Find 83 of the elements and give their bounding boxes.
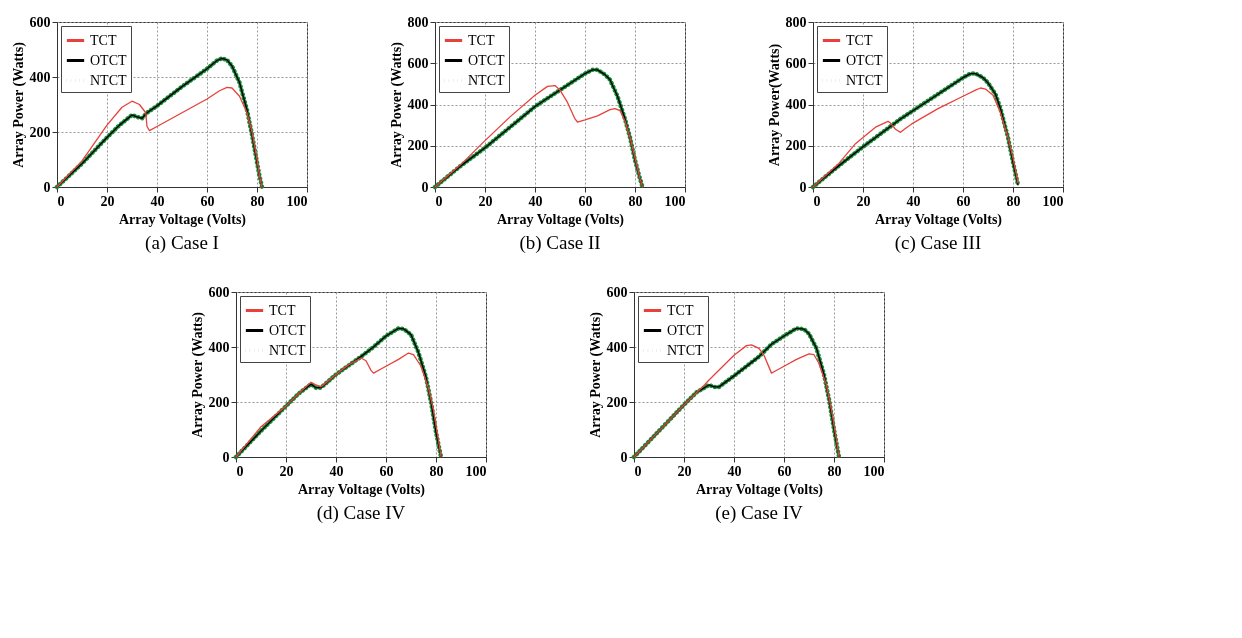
x-tick-label: 0 — [634, 463, 642, 479]
x-tick-label: 40 — [528, 193, 543, 209]
legend-label: OTCT — [846, 52, 883, 68]
x-tick-label: 0 — [236, 463, 244, 479]
x-tick-label: 60 — [777, 463, 792, 479]
legend-label: NTCT — [667, 342, 704, 358]
legend-label: OTCT — [90, 52, 127, 68]
y-tick-label: 600 — [785, 55, 807, 71]
y-tick-label: 0 — [421, 179, 429, 195]
x-tick-label: 0 — [435, 193, 443, 209]
x-tick-label: 100 — [286, 193, 308, 209]
x-tick-label: 0 — [813, 193, 821, 209]
legend-label: TCT — [90, 32, 117, 48]
y-tick-label: 600 — [407, 55, 429, 71]
legend-label: TCT — [269, 302, 296, 318]
y-tick-label: 400 — [208, 339, 230, 355]
y-tick-label: 800 — [785, 14, 807, 30]
x-tick-label: 20 — [677, 463, 692, 479]
x-axis-title: Array Voltage (Volts) — [118, 211, 247, 228]
x-axis-title: Array Voltage (Volts) — [297, 481, 426, 498]
x-tick-label: 0 — [57, 193, 65, 209]
legend-label: OTCT — [468, 52, 505, 68]
y-tick-label: 200 — [606, 394, 628, 410]
x-tick-label: 80 — [250, 193, 265, 209]
x-axis-title: Array Voltage (Volts) — [496, 211, 625, 228]
text: (e) Case IV — [715, 502, 804, 524]
legend-label: OTCT — [667, 322, 704, 338]
x-tick-label: 100 — [664, 193, 686, 209]
x-tick-label: 100 — [1042, 193, 1064, 209]
y-axis-title: Array Power (Watts) — [587, 311, 604, 438]
y-tick-label: 600 — [208, 284, 230, 300]
y-tick-label: 0 — [222, 449, 230, 465]
x-axis-title: Array Voltage (Volts) — [695, 481, 824, 498]
y-tick-label: 800 — [407, 14, 429, 30]
x-tick-label: 80 — [429, 463, 444, 479]
x-tick-label: 40 — [150, 193, 165, 209]
y-tick-label: 600 — [29, 14, 51, 30]
y-tick-label: 400 — [785, 97, 807, 112]
x-tick-label: 20 — [478, 193, 493, 209]
y-tick-label: 0 — [620, 449, 628, 465]
y-tick-label: 400 — [29, 69, 51, 85]
x-tick-label: 40 — [329, 463, 344, 479]
y-tick-label: 600 — [606, 284, 628, 300]
x-tick-label: 40 — [727, 463, 742, 479]
y-tick-label: 400 — [407, 97, 429, 112]
x-tick-label: 80 — [628, 193, 643, 209]
text: (b) Case II — [519, 232, 601, 254]
legend-label: TCT — [846, 32, 873, 48]
x-tick-label: 60 — [956, 193, 971, 209]
y-axis-title: Array Power(Watts) — [766, 43, 783, 167]
legend-label: NTCT — [846, 72, 883, 88]
y-tick-label: 400 — [606, 339, 628, 355]
y-tick-label: 0 — [799, 179, 807, 195]
y-tick-label: 200 — [407, 138, 429, 154]
y-tick-label: 200 — [29, 124, 51, 140]
y-tick-label: 200 — [208, 394, 230, 410]
x-tick-label: 60 — [578, 193, 593, 209]
x-tick-label: 20 — [279, 463, 294, 479]
x-tick-label: 60 — [379, 463, 394, 479]
x-tick-label: 80 — [827, 463, 842, 479]
x-tick-label: 20 — [856, 193, 871, 209]
text: (a) Case I — [145, 232, 219, 254]
line-series — [56, 86, 263, 188]
x-tick-label: 20 — [100, 193, 115, 209]
legend-label: NTCT — [269, 342, 306, 358]
y-tick-label: 200 — [785, 138, 807, 154]
legend-label: TCT — [667, 302, 694, 318]
legend-label: NTCT — [468, 72, 505, 88]
y-tick-label: 0 — [43, 179, 51, 195]
legend-label: TCT — [468, 32, 495, 48]
y-axis-title: Array Power (Watts) — [189, 311, 206, 438]
y-axis-title: Array Power (Watts) — [10, 41, 27, 168]
x-tick-label: 80 — [1006, 193, 1021, 209]
text: (c) Case III — [894, 232, 982, 254]
legend-label: OTCT — [269, 322, 306, 338]
x-axis-title: Array Voltage (Volts) — [874, 211, 1003, 228]
x-tick-label: 100 — [465, 463, 487, 479]
x-tick-label: 60 — [200, 193, 215, 209]
x-tick-label: 100 — [863, 463, 885, 479]
legend-label: NTCT — [90, 72, 127, 88]
y-axis-title: Array Power (Watts) — [388, 41, 405, 168]
text: (d) Case IV — [316, 502, 406, 524]
x-tick-label: 40 — [906, 193, 921, 209]
